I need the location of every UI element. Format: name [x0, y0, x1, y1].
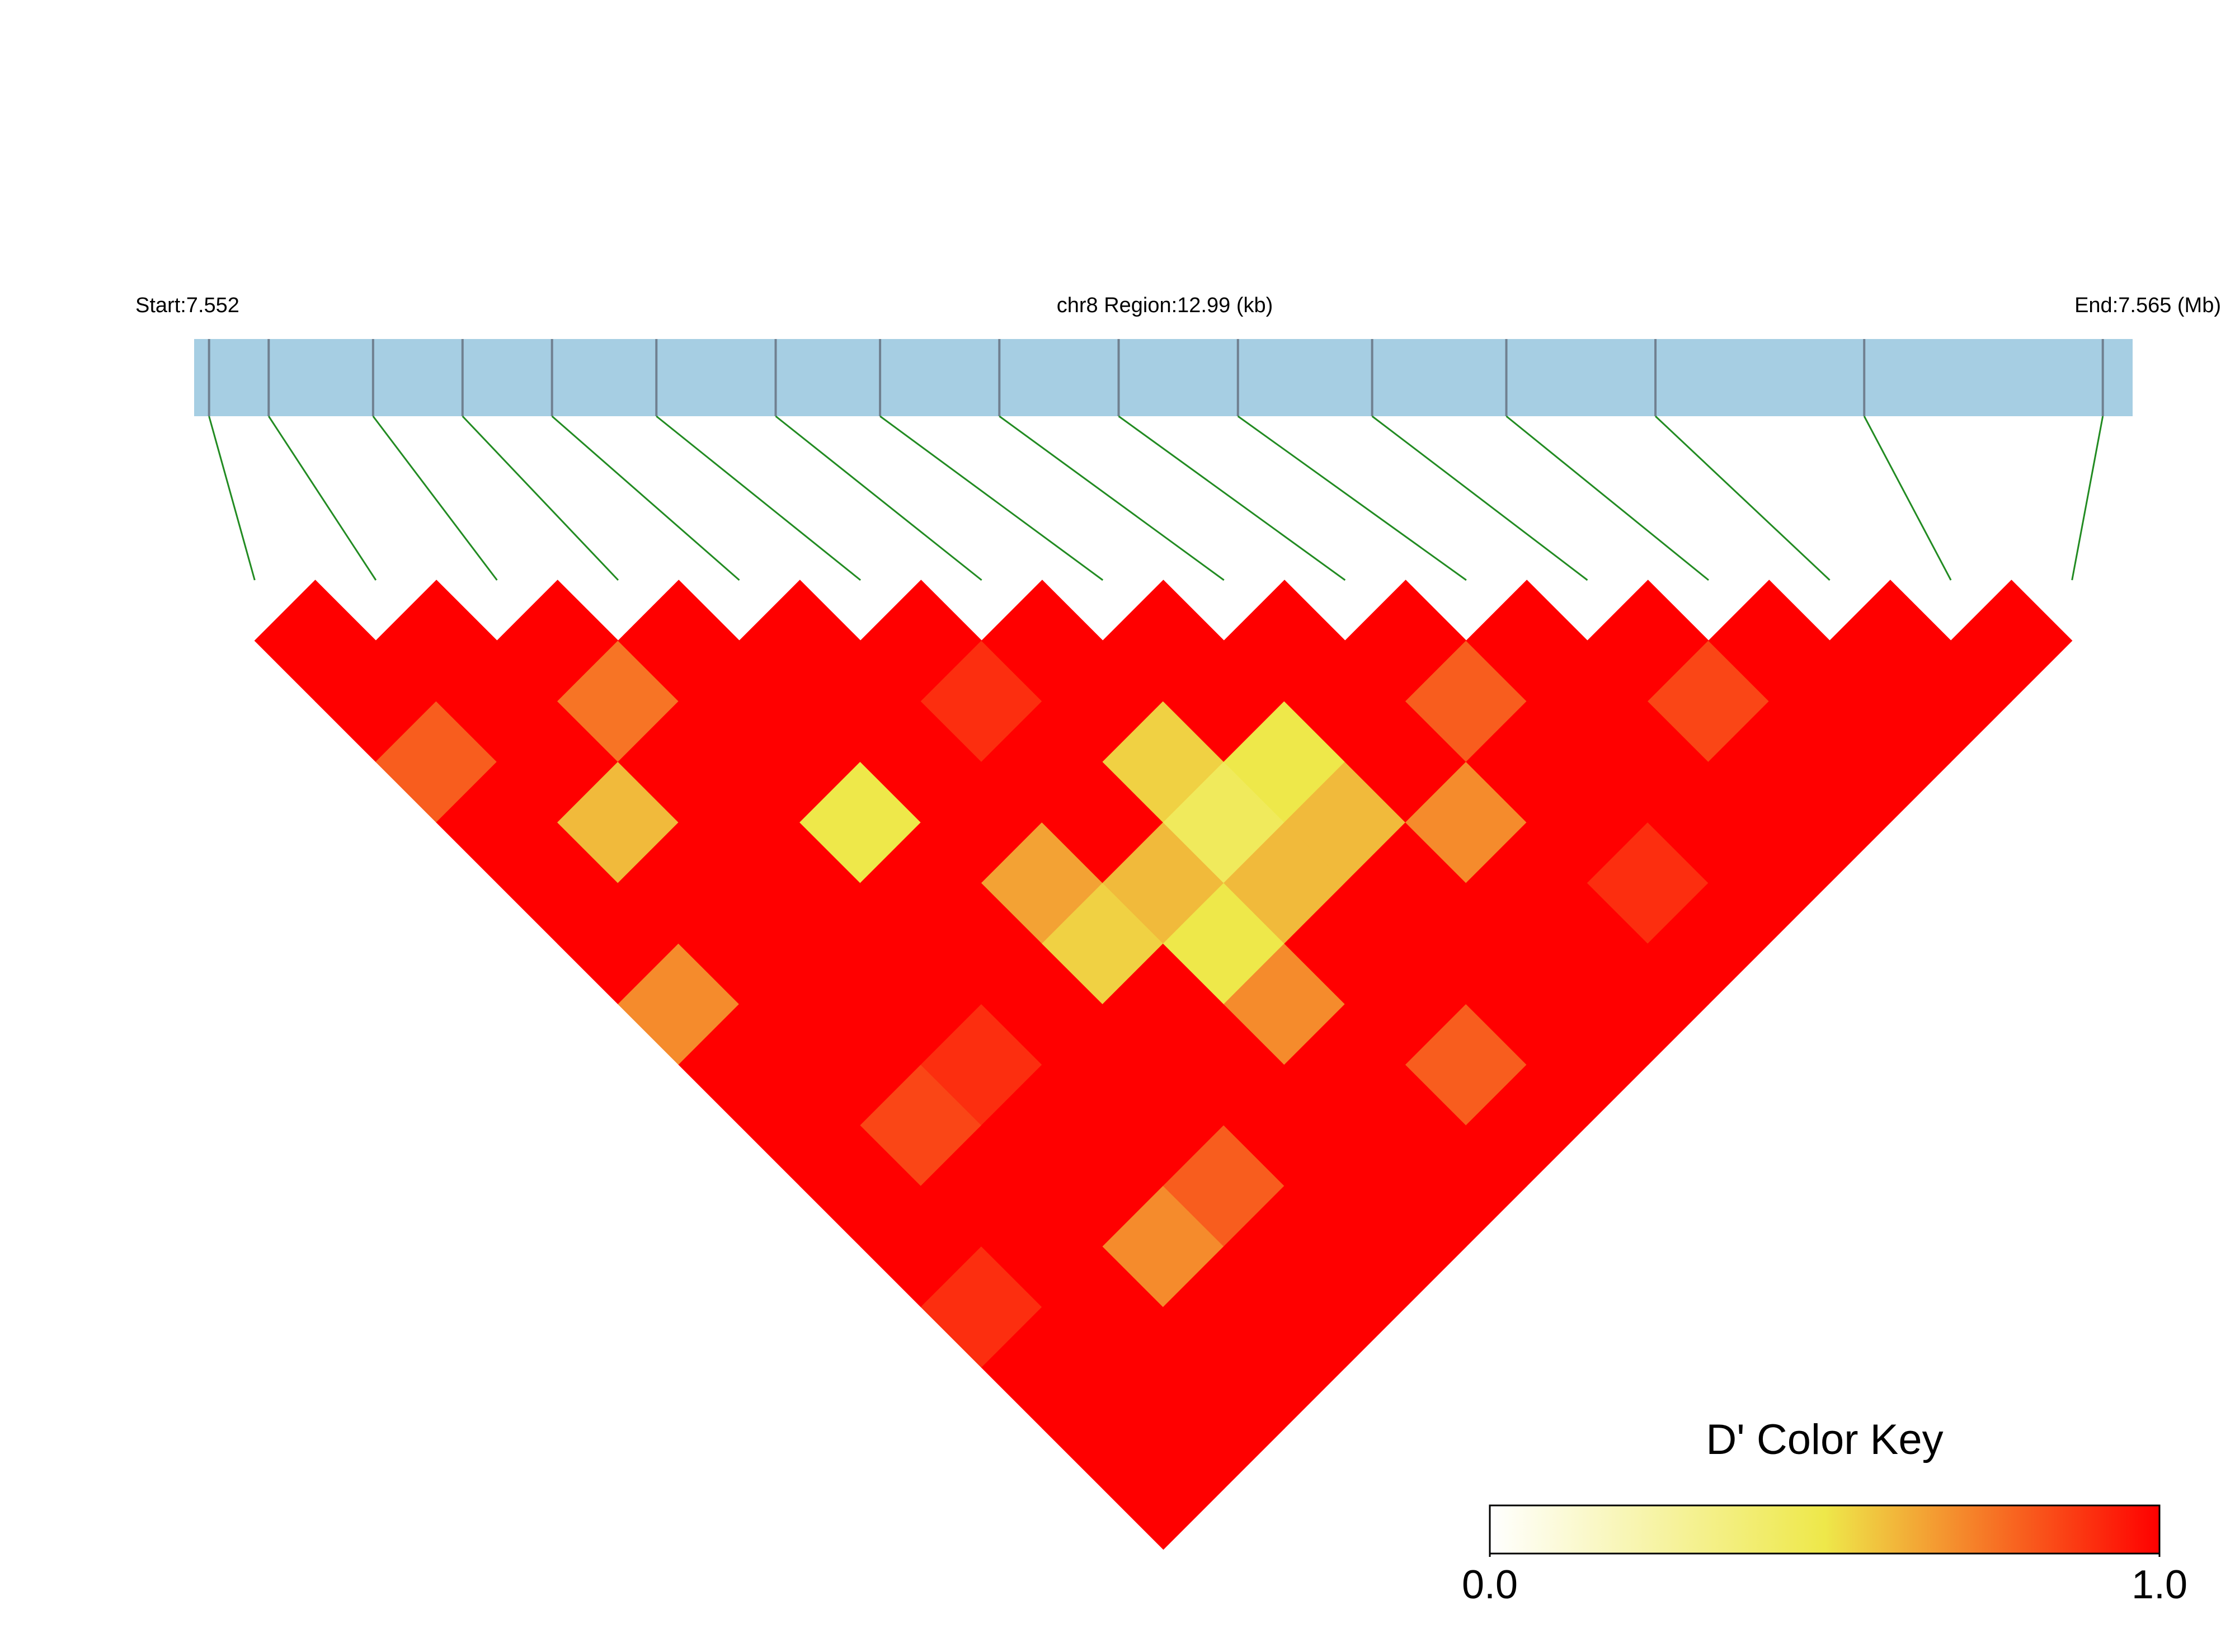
color-key-tick-label: 0.0 — [1462, 1562, 1518, 1607]
snp-link — [1237, 415, 1467, 581]
color-key-tick-label: 1.0 — [2132, 1562, 2187, 1607]
snp-link — [999, 415, 1225, 581]
snp-link — [268, 416, 377, 581]
snp-link — [1118, 415, 1346, 581]
snp-link — [879, 415, 1104, 581]
color-key-bar — [1489, 1504, 2161, 1555]
start-label: Start:7.552 — [135, 294, 239, 317]
color-key-title: D' Color Key — [1706, 1416, 1943, 1463]
snp-link — [208, 416, 256, 581]
snp-link — [2071, 416, 2104, 581]
snp-link — [1655, 415, 1831, 581]
snp-link — [1863, 416, 1952, 581]
snp-link — [1371, 415, 1588, 581]
snp-link — [462, 415, 619, 581]
region-label: chr8 Region:12.99 (kb) — [1057, 294, 1273, 317]
snp-link — [372, 416, 498, 581]
snp-link — [1505, 415, 1709, 581]
snp-track — [194, 339, 2133, 416]
snp-link — [656, 415, 862, 581]
snp-link — [775, 415, 982, 581]
snp-link — [551, 415, 740, 581]
end-label: End:7.565 (Mb) — [2074, 294, 2221, 317]
ld-cell — [1950, 580, 2073, 702]
